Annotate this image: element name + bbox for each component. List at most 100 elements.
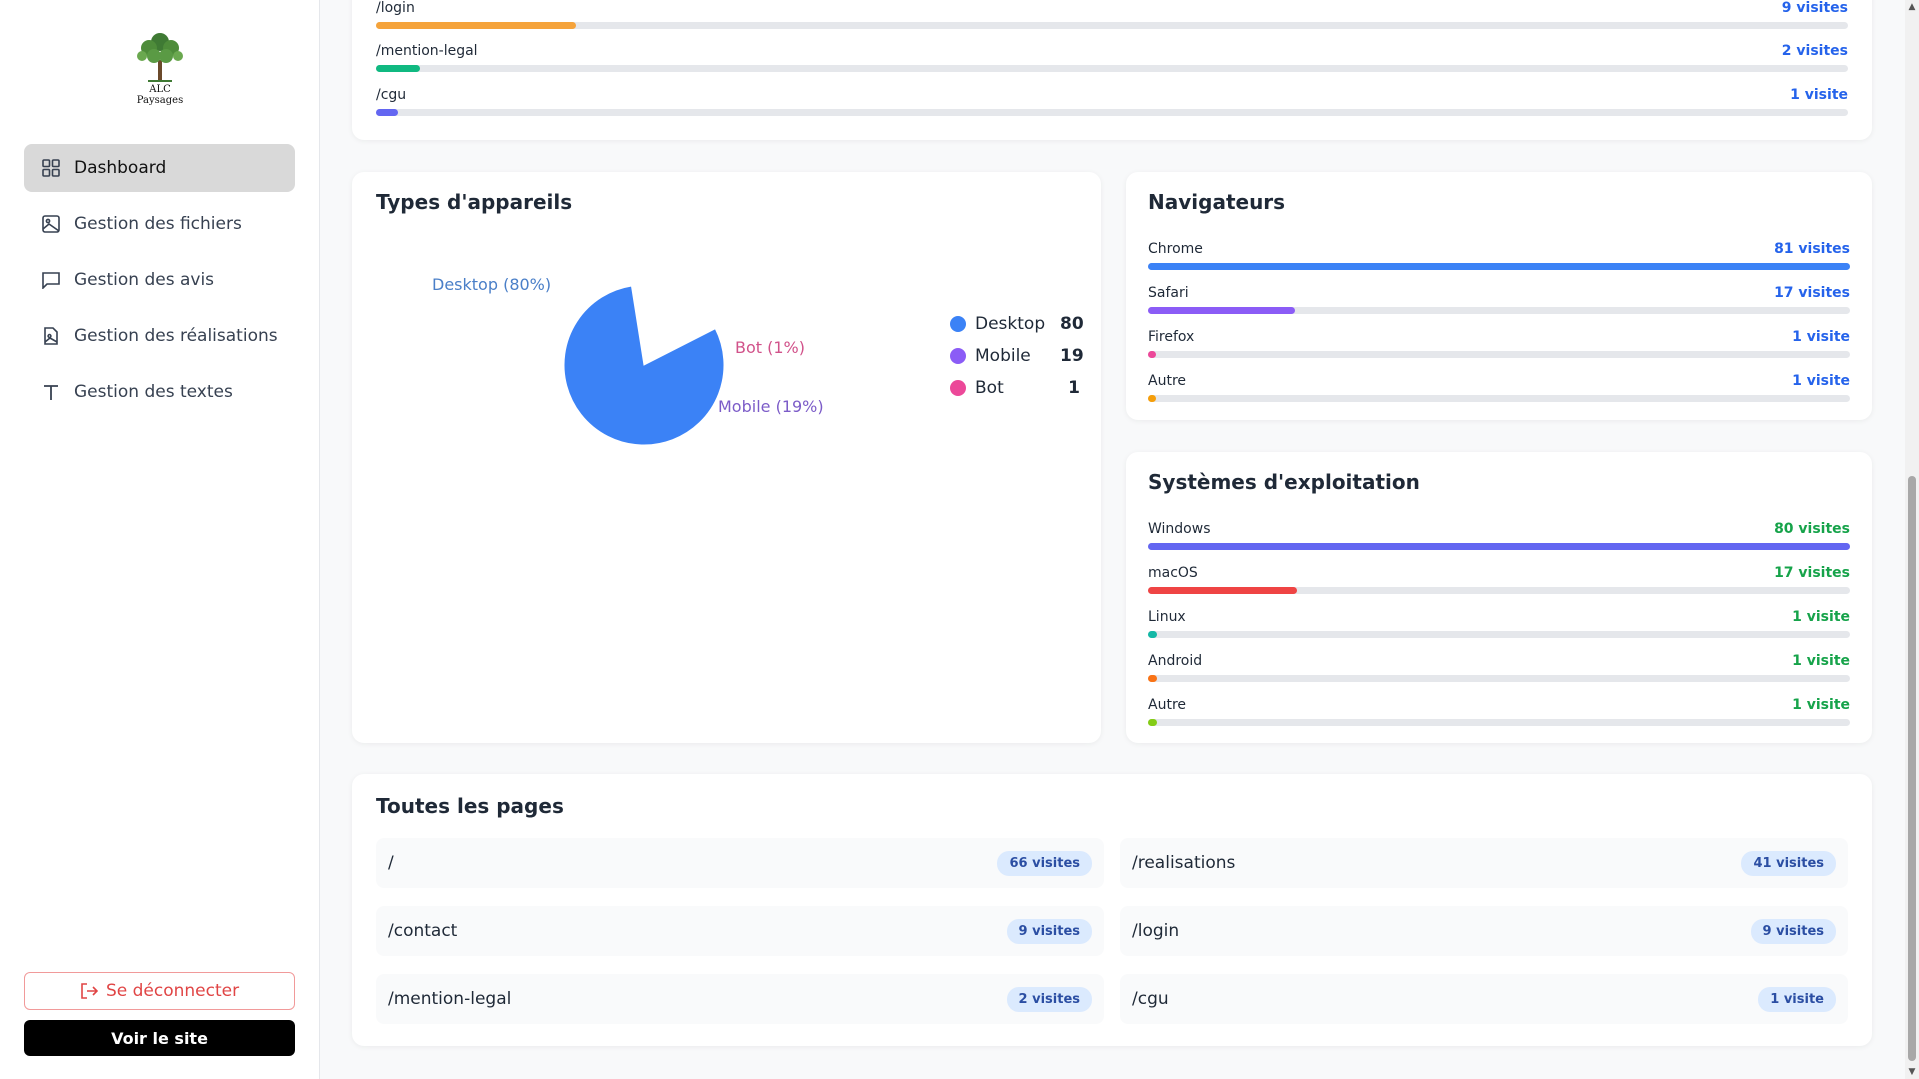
os-row: Linux 1 visite [1148,609,1850,639]
page-list-item[interactable]: /mention-legal 2 visites [376,974,1104,1024]
os-title: Systèmes d'exploitation [1148,470,1420,494]
page-path: / [388,853,394,873]
sidebar-item-label: Gestion des avis [74,270,215,290]
sidebar-item-projects[interactable]: Gestion des réalisations [24,312,295,360]
sidebar-item-files[interactable]: Gestion des fichiers [24,200,295,248]
sidebar-nav: Dashboard Gestion des fichiers Gestion d… [24,144,295,424]
os-row: Autre 1 visite [1148,697,1850,727]
legend-dot [950,348,966,364]
progress-fill [1148,395,1157,402]
sidebar-item-label: Gestion des fichiers [74,214,242,234]
legend-item-desktop: Desktop 80 [950,314,1084,334]
visit-badge: 9 visites [1006,918,1092,944]
devices-title: Types d'appareils [376,190,573,214]
page-list-item[interactable]: /contact 9 visites [376,906,1104,956]
legend-item-mobile: Mobile 19 [950,346,1084,366]
row-label: Linux [1148,609,1186,625]
page-path: /cgu [1132,989,1169,1009]
progress-track [376,22,1848,29]
logout-label: Se déconnecter [105,981,240,1001]
sidebar-item-texts[interactable]: Gestion des textes [24,368,295,416]
visit-count: 1 visite [1792,653,1850,669]
browser-row: Autre 1 visite [1148,373,1850,403]
page-list-item[interactable]: / 66 visites [376,838,1104,888]
legend-value: 19 [1060,346,1084,366]
visit-count: 2 visites [1781,43,1848,59]
grid-icon [42,159,60,177]
progress-track [1148,719,1850,726]
browser-row: Chrome 81 visites [1148,241,1850,271]
progress-fill [1148,543,1850,550]
legend-dot [950,316,966,332]
progress-track [1148,631,1850,638]
progress-track [376,109,1848,116]
top-page-row: /cgu 1 visite [376,87,1848,117]
visit-count: 1 visite [1792,697,1850,713]
page-path: /login [1132,921,1180,941]
progress-fill [1148,675,1157,682]
sidebar-item-reviews[interactable]: Gestion des avis [24,256,295,304]
progress-fill [376,65,421,72]
row-label: Chrome [1148,241,1203,257]
image-icon [42,215,60,233]
tree-logo-icon [137,33,183,82]
browser-row: Safari 17 visites [1148,285,1850,315]
legend-label: Mobile [975,346,1031,366]
legend-item-bot: Bot 1 [950,378,1080,398]
visit-badge: 66 visites [997,850,1092,876]
browser-row: Firefox 1 visite [1148,329,1850,359]
page-list-item[interactable]: /realisations 41 visites [1120,838,1848,888]
scroll-thumb[interactable] [1908,476,1916,1061]
brand-logo[interactable]: ALC Paysages [125,28,195,106]
view-site-button[interactable]: Voir le site [24,1020,295,1056]
os-row: Android 1 visite [1148,653,1850,683]
row-label: Safari [1148,285,1189,301]
progress-track [1148,587,1850,594]
visit-count: 1 visite [1792,329,1850,345]
page-path: /cgu [376,87,407,103]
sidebar: ALC Paysages Dashboard Gestion des fichi… [0,0,320,1079]
sidebar-item-dashboard[interactable]: Dashboard [24,144,295,192]
progress-track [1148,351,1850,358]
browsers-title: Navigateurs [1148,190,1286,214]
scroll-up-arrow-icon[interactable]: ▲ [1908,2,1916,12]
pie-label-mobile: Mobile (19%) [718,397,824,416]
all-pages-title: Toutes les pages [376,794,564,818]
progress-fill [376,109,399,116]
visit-badge: 9 visites [1750,918,1836,944]
all-pages-card: Toutes les pages / 66 visites/realisation… [352,774,1872,1046]
progress-track [376,65,1848,72]
pie-label-desktop: Desktop (80%) [432,275,551,294]
row-label: Firefox [1148,329,1195,345]
legend-value: 80 [1060,314,1084,334]
legend-dot [950,380,966,396]
sidebar-item-label: Dashboard [74,158,167,178]
progress-fill [1148,587,1297,594]
progress-fill [376,22,577,29]
progress-track [1148,395,1850,402]
page-list-item[interactable]: /cgu 1 visite [1120,974,1848,1024]
row-label: Windows [1148,521,1211,537]
type-icon [42,383,60,401]
page-path: /mention-legal [388,989,512,1009]
logout-button[interactable]: Se déconnecter [24,972,295,1010]
scroll-down-arrow-icon[interactable]: ▼ [1908,1067,1916,1077]
page-path: /realisations [1132,853,1236,873]
legend-label: Desktop [975,314,1046,334]
sidebar-item-label: Gestion des réalisations [74,326,278,346]
pie-label-bot: Bot (1%) [735,338,805,357]
pie-slice-desktop[interactable] [563,285,725,446]
visit-count: 9 visites [1781,0,1848,16]
progress-fill [1148,263,1850,270]
page-list-item[interactable]: /login 9 visites [1120,906,1848,956]
visit-badge: 1 visite [1758,986,1836,1012]
page-scrollbar[interactable]: ▲ ▼ [1905,0,1919,1079]
visit-badge: 2 visites [1006,986,1092,1012]
top-page-row: /login 9 visites [376,0,1848,30]
os-card: Systèmes d'exploitation Windows 80 visite… [1126,452,1872,743]
row-label: Autre [1148,373,1187,389]
progress-fill [1148,631,1157,638]
file-image-icon [42,327,60,345]
progress-track [1148,675,1850,682]
visit-badge: 41 visites [1741,850,1836,876]
